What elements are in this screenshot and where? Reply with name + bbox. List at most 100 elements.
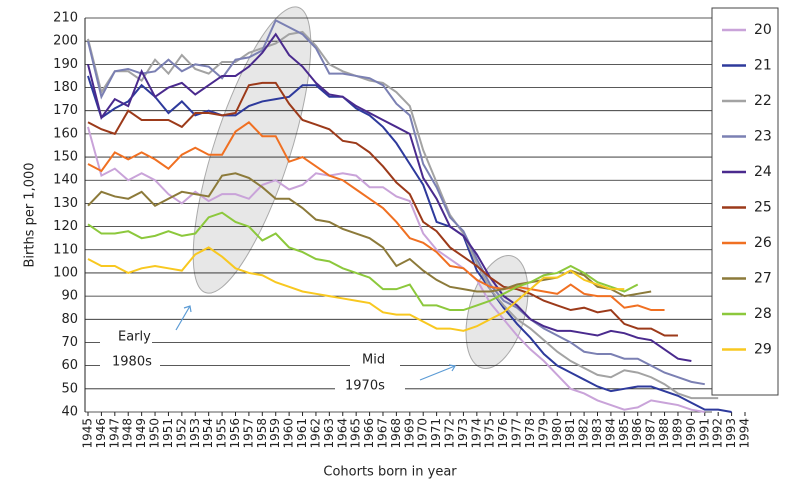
annotation: 1980s [112,355,152,370]
x-tick-label: 1959 [268,418,282,449]
y-tick-label: 70 [61,335,78,350]
y-tick-label: 150 [53,150,78,165]
x-tick-label: 1971 [429,418,443,449]
x-tick-label: 1978 [523,418,537,449]
x-tick-label: 1992 [711,418,725,449]
y-tick-label: 60 [61,358,78,373]
y-tick-label: 140 [53,173,78,188]
arrow-head [183,305,192,313]
legend-label: 27 [754,271,772,287]
x-tick-label: 1968 [389,418,403,449]
x-tick-label: 1970 [416,418,430,449]
x-tick-label: 1987 [644,418,658,449]
x-tick-label: 1958 [255,418,269,449]
y-tick-label: 80 [61,312,78,327]
legend-label: 28 [754,306,772,322]
x-tick-label: 1957 [241,418,255,449]
x-tick-label: 1964 [335,418,349,449]
x-tick-label: 1985 [617,418,631,449]
series-line [87,81,678,337]
y-tick-label: 210 [53,11,78,26]
annotation: 1970s [345,379,385,394]
y-tick-label: 90 [61,289,78,304]
label-bg [100,327,152,347]
x-axis-title: Cohorts born in year [323,465,457,480]
x-tick-label: 1947 [107,418,121,449]
x-tick-label: 1980 [550,418,564,449]
x-tick-label: 1972 [443,418,457,449]
x-tick-label: 1979 [536,418,550,449]
x-tick-label: 1963 [322,418,336,449]
x-tick-label: 1974 [469,418,483,449]
y-tick-label: 120 [53,219,78,234]
x-tick-label: 1975 [483,418,497,449]
x-tick-label: 1986 [630,418,644,449]
arrow [419,365,456,381]
x-tick-label: 1962 [308,418,322,449]
series-line [87,30,719,400]
arrow-head [448,364,456,372]
x-tick-label: 1950 [148,418,162,449]
x-tick-label: 1981 [563,418,577,449]
x-tick-label: 1984 [603,418,617,449]
series-line [87,75,732,413]
x-tick-label: 1976 [496,418,510,449]
x-tick-label: 1951 [161,418,175,449]
x-tick-label: 1954 [201,418,215,449]
x-tick-label: 1994 [738,418,752,449]
highlight-ellipse [192,6,312,294]
y-tick-label: 50 [61,381,78,396]
series-line [87,18,705,386]
x-tick-label: 1961 [295,418,309,449]
label-bg [335,376,405,396]
series-line [87,32,692,362]
series-line [87,246,625,332]
label-bg [350,350,400,370]
x-tick-label: 1966 [362,418,376,449]
x-tick-label: 1993 [724,418,738,449]
legend-label: 23 [754,129,772,145]
x-tick-label: 1977 [510,418,524,449]
x-tick-label: 1953 [188,418,202,449]
x-tick-label: 1956 [228,418,242,449]
x-tick-label: 1973 [456,418,470,449]
y-tick-label: 180 [53,80,78,95]
legend [711,7,779,396]
series-line [87,126,705,413]
y-tick-label: 40 [61,405,78,420]
annotation: Mid [362,353,385,368]
x-tick-label: 1989 [670,418,684,449]
x-tick-label: 1967 [375,418,389,449]
legend-label: 24 [754,164,772,180]
x-tick-label: 1990 [684,418,698,449]
legend-label: 25 [754,200,772,216]
annotation: Early [118,330,151,345]
y-tick-label: 100 [53,265,78,280]
series-line [87,211,639,312]
y-tick-label: 200 [53,34,78,49]
x-tick-label: 1949 [134,418,148,449]
y-tick-label: 130 [53,196,78,211]
x-tick-label: 1960 [282,418,296,449]
y-axis-title: Births per 1,000 [23,162,38,267]
legend-label: 21 [754,58,772,74]
x-tick-label: 1952 [174,418,188,449]
x-tick-label: 1945 [81,418,95,449]
x-tick-label: 1982 [577,418,591,449]
x-tick-label: 1955 [215,418,229,449]
legend-label: 20 [754,22,772,38]
legend-label: 29 [754,342,772,358]
series-line [87,120,665,312]
x-tick-label: 1969 [402,418,416,449]
x-tick-label: 1948 [121,418,135,449]
legend-label: 22 [754,93,772,109]
y-tick-label: 160 [53,126,78,141]
y-tick-label: 190 [53,57,78,72]
label-bg [100,352,160,372]
arrow [175,305,191,331]
x-tick-label: 1983 [590,418,604,449]
legend-label: 26 [754,235,772,251]
y-tick-label: 170 [53,103,78,118]
x-tick-label: 1991 [697,418,711,449]
